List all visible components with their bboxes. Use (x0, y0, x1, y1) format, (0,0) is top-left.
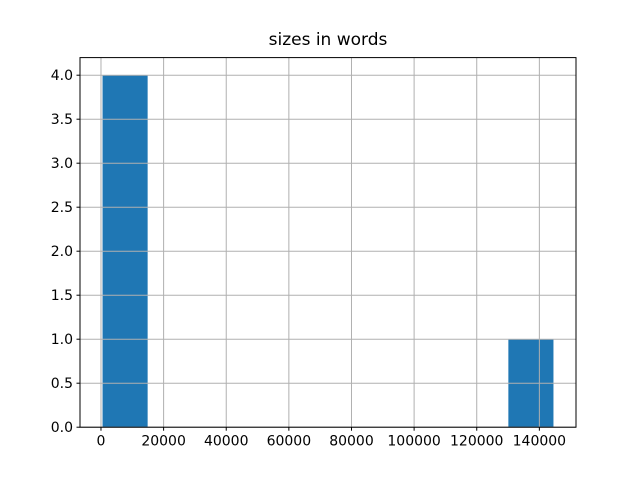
x-tick-label: 140000 (513, 434, 566, 450)
y-tick-label: 3.5 (51, 112, 73, 128)
y-tick-label: 1.0 (51, 332, 73, 348)
y-tick-label: 0.0 (51, 420, 73, 436)
x-tick-label: 80000 (329, 434, 374, 450)
x-tick-label: 60000 (267, 434, 312, 450)
x-tick-label: 20000 (141, 434, 186, 450)
y-tick-label: 3.0 (51, 156, 73, 172)
y-tick-label: 0.5 (51, 376, 73, 392)
chart-title: sizes in words (268, 30, 388, 50)
x-tick-labels: 0 20000 40000 60000 80000 100000 120000 140000 (97, 434, 567, 450)
x-tick-label: 0 (97, 434, 106, 450)
y-tick-labels: 0.0 0.5 1.0 1.5 2.0 2.5 3.0 3.5 4.0 (51, 68, 73, 436)
y-tick-label: 2.0 (51, 244, 73, 260)
x-tick-label: 40000 (204, 434, 249, 450)
axes-spines (79, 57, 577, 428)
x-tick-label: 120000 (450, 434, 503, 450)
y-tick-label: 1.5 (51, 288, 73, 304)
x-tick-label: 100000 (387, 434, 440, 450)
y-tick-label: 2.5 (51, 200, 73, 216)
y-tick-label: 4.0 (51, 68, 73, 84)
tick-marks (76, 74, 540, 431)
